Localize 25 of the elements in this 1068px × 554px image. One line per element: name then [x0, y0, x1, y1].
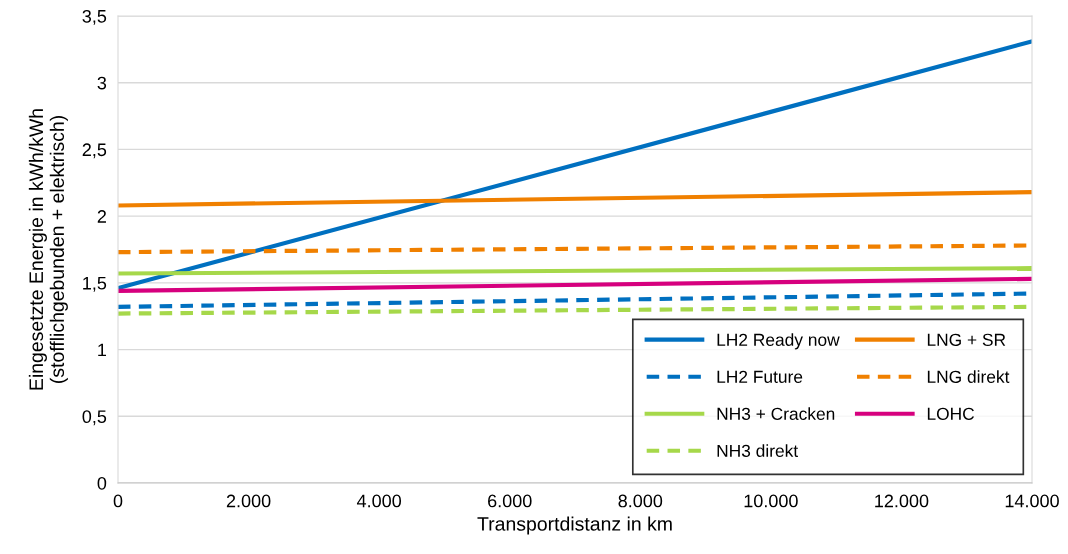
y-tick-label: 2 [97, 210, 106, 223]
x-tick-label: 2.000 [226, 494, 271, 508]
legend-label: NH3 direkt [717, 444, 799, 457]
x-tick-label: 8.000 [618, 494, 663, 508]
legend-label: LH2 Ready now [717, 333, 840, 350]
x-axis-title: Transportdistanz in km [477, 516, 672, 535]
legend-label: NH3 + Cracken [717, 407, 835, 420]
legend-label: LNG + SR [927, 333, 1006, 346]
x-tick-label: 14.000 [1005, 494, 1059, 508]
legend-label: LNG direkt [927, 370, 1010, 383]
y-tick-label: 3 [97, 76, 107, 90]
legend-label: LOHC [927, 407, 975, 420]
legend-label: LH2 Future [717, 370, 803, 383]
y-axis-title: Eingesetzte Energie in kWh/kWh (stofflichgebunden + elektrisch) [28, 109, 68, 390]
y-tick-label: 0,5 [82, 410, 107, 426]
y-tick-label: 2,5 [82, 143, 107, 159]
x-tick-label: 0 [113, 494, 123, 508]
y-tick-label: 3,5 [82, 9, 107, 25]
y-tick-label: 1,5 [83, 276, 107, 292]
x-tick-label: 12.000 [875, 494, 929, 508]
x-tick-label: 6.000 [488, 494, 532, 508]
x-tick-label: 10.000 [744, 494, 798, 508]
y-tick-label: 0 [97, 476, 107, 490]
x-tick-label: 4.000 [356, 494, 402, 508]
y-tick-label: 1 [98, 343, 107, 357]
